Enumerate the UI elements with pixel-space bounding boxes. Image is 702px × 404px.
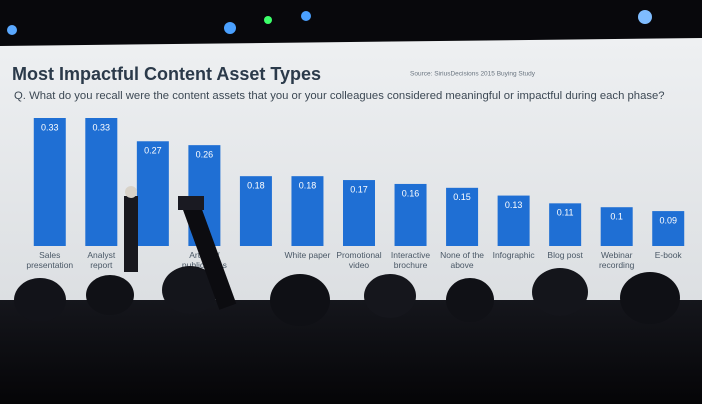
bar <box>136 141 169 246</box>
head <box>270 274 330 326</box>
phone <box>178 196 204 210</box>
x-tick-label: Analyst report <box>87 250 116 270</box>
x-tick-label-box: Interactive brochure <box>390 250 431 270</box>
head <box>446 278 494 322</box>
stage-light <box>224 22 236 34</box>
x-tick-label: Promotional video <box>336 250 382 270</box>
subtitle: Q. What do you recall were the content a… <box>14 90 665 102</box>
head <box>86 275 134 315</box>
x-tick-label: Infographic <box>492 250 535 260</box>
bar <box>343 180 375 246</box>
x-tick-label-box: Sales presentation <box>26 250 74 270</box>
value-label: 0.27 <box>144 146 162 156</box>
stage-light <box>7 25 17 35</box>
bar <box>652 211 685 246</box>
crowd <box>0 300 702 404</box>
plot: 0.33 Sales presentation 0.33 Analyst report… <box>26 118 685 270</box>
x-tick-label: E-book <box>654 250 682 260</box>
value-label: 0.18 <box>247 181 265 191</box>
head <box>14 278 66 322</box>
presenter <box>124 196 138 272</box>
x-tick-label-box: Analyst report <box>87 250 116 270</box>
bar <box>600 207 633 246</box>
presenter-head <box>125 186 137 198</box>
audience <box>0 186 702 404</box>
bar <box>394 183 427 246</box>
chart-title: Most Impactful Content Asset Types <box>12 64 321 84</box>
stage-light <box>301 11 311 21</box>
x-tick-label: None of the above <box>440 250 485 270</box>
value-label: 0.11 <box>557 208 574 218</box>
x-tick-label-box: Promotional video <box>336 250 382 270</box>
source: Source: SiriusDecisions 2015 Buying Stud… <box>410 71 536 78</box>
value-label: 0.33 <box>41 122 59 132</box>
bar <box>33 118 66 246</box>
bar <box>497 195 530 246</box>
bar <box>549 203 582 246</box>
value-label: 0.26 <box>196 150 214 160</box>
bar <box>446 187 479 246</box>
value-label: 0.15 <box>453 192 471 202</box>
x-tick-label-box: White paper <box>284 250 331 260</box>
x-tick-label: Sales presentation <box>26 250 74 270</box>
x-tick-label: White paper <box>284 250 331 260</box>
x-tick-label: Webinar recording <box>598 250 635 270</box>
bar <box>239 176 272 246</box>
value-label: 0.13 <box>505 200 523 210</box>
value-label: 0.1 <box>610 212 623 222</box>
head <box>364 274 416 318</box>
stage-light <box>264 16 272 24</box>
x-tick-label-box: Blog post <box>547 250 583 260</box>
value-label: 0.17 <box>350 184 368 194</box>
x-tick-label-box: E-book <box>654 250 682 260</box>
head <box>620 272 680 324</box>
x-tick-label: Interactive brochure <box>390 250 431 270</box>
x-tick-label-box: Webinar recording <box>598 250 635 270</box>
x-tick-label-box: Infographic <box>492 250 535 260</box>
value-label: 0.16 <box>402 188 420 198</box>
head <box>532 268 588 316</box>
bar <box>291 176 324 246</box>
value-label: 0.33 <box>93 122 111 132</box>
x-tick-label-box: None of the above <box>440 250 485 270</box>
stage-light <box>638 10 652 24</box>
head <box>162 266 218 314</box>
raised-arm <box>181 200 237 310</box>
value-label: 0.09 <box>659 215 677 225</box>
x-tick-label: Blog post <box>547 250 583 260</box>
value-label: 0.18 <box>299 181 317 191</box>
bar <box>85 118 118 246</box>
